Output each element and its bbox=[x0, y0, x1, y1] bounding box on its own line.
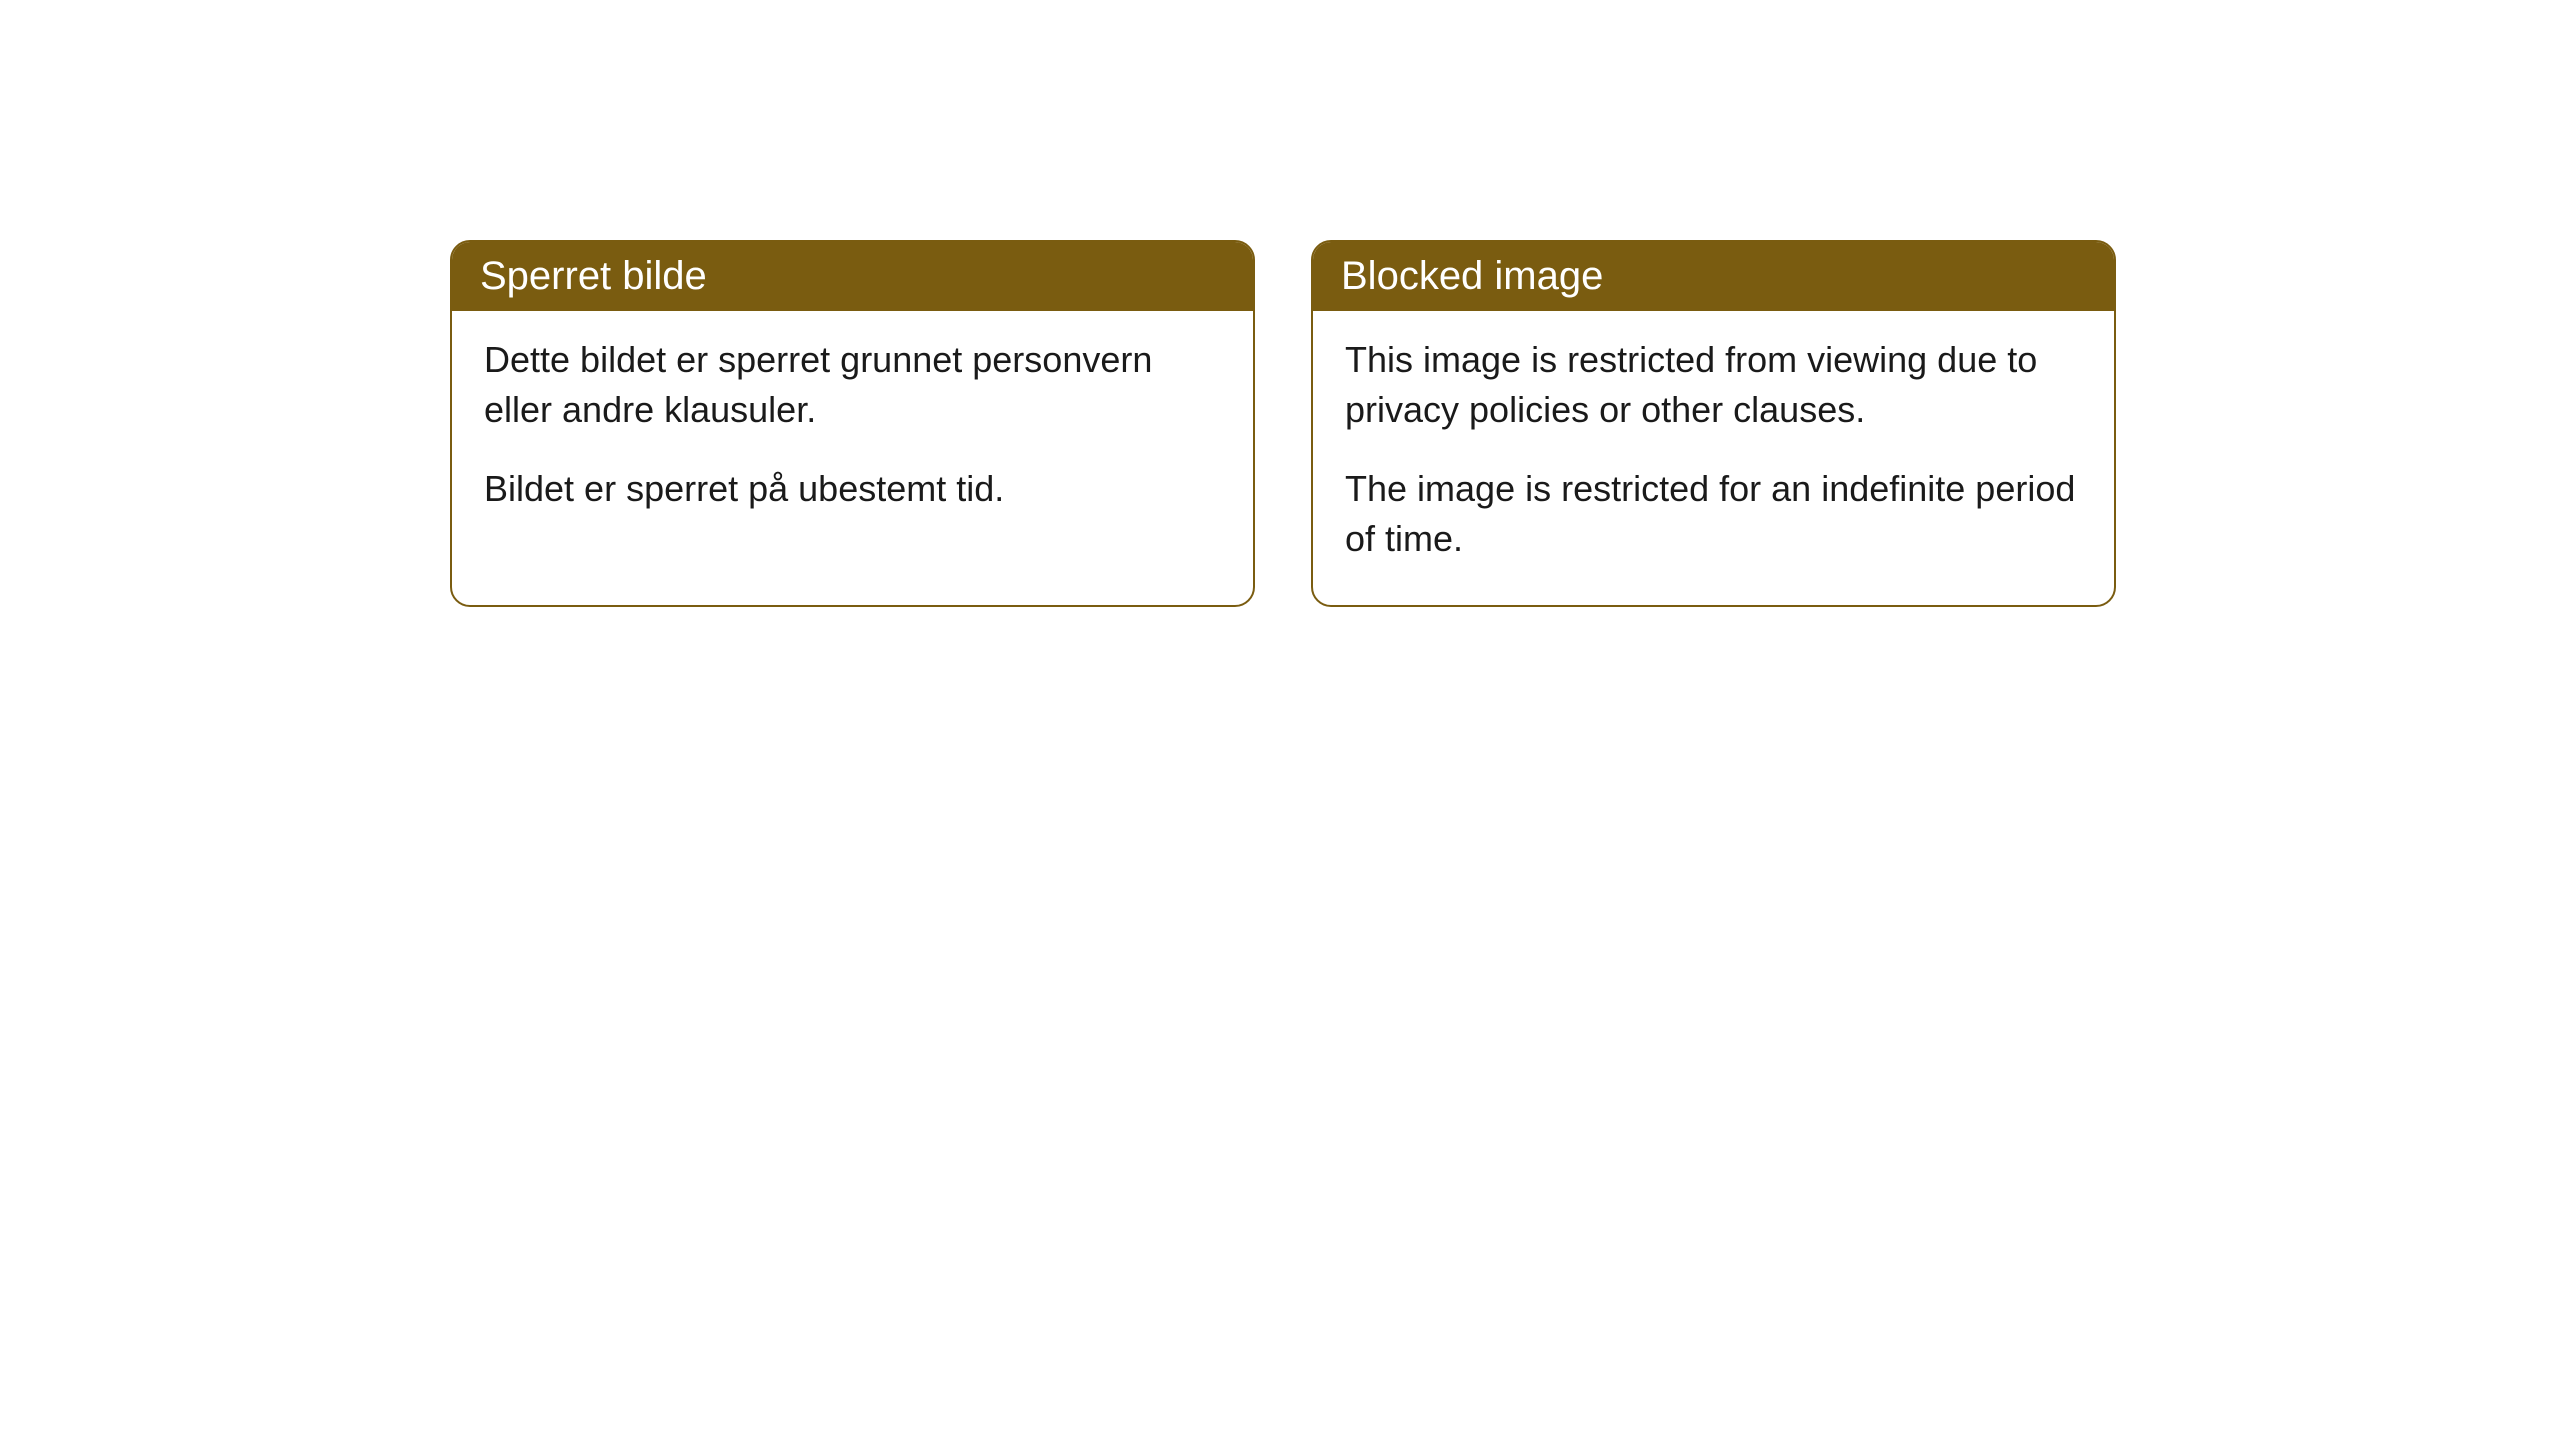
blocked-image-card-en: Blocked image This image is restricted f… bbox=[1311, 240, 2116, 607]
card-paragraph-1-no: Dette bildet er sperret grunnet personve… bbox=[484, 335, 1221, 436]
card-paragraph-2-no: Bildet er sperret på ubestemt tid. bbox=[484, 464, 1221, 514]
card-paragraph-2-en: The image is restricted for an indefinit… bbox=[1345, 464, 2082, 565]
card-paragraph-1-en: This image is restricted from viewing du… bbox=[1345, 335, 2082, 436]
card-header-no: Sperret bilde bbox=[452, 242, 1253, 311]
card-header-en: Blocked image bbox=[1313, 242, 2114, 311]
card-body-no: Dette bildet er sperret grunnet personve… bbox=[452, 311, 1253, 554]
blocked-image-card-no: Sperret bilde Dette bildet er sperret gr… bbox=[450, 240, 1255, 607]
notice-cards-container: Sperret bilde Dette bildet er sperret gr… bbox=[0, 0, 2560, 607]
card-body-en: This image is restricted from viewing du… bbox=[1313, 311, 2114, 605]
